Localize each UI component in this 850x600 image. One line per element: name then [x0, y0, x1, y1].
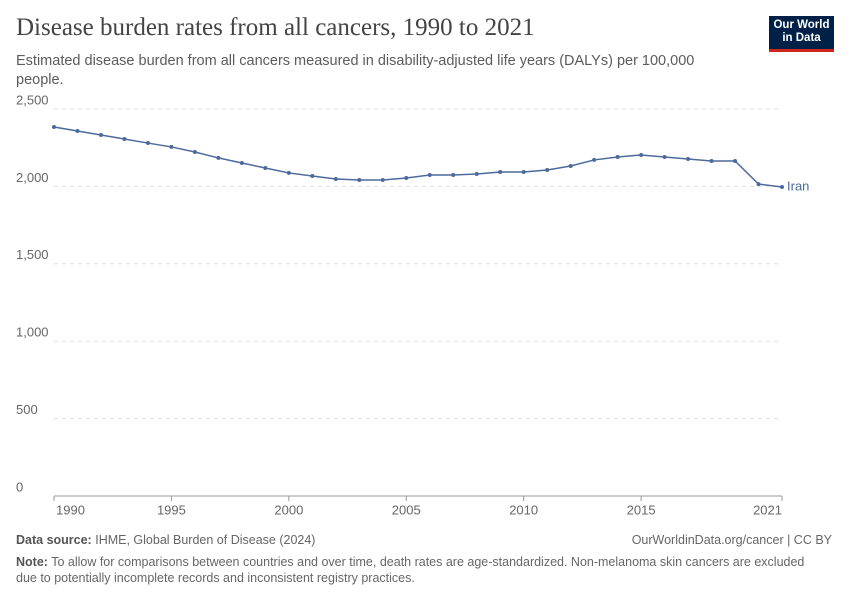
source-label: Data source: — [16, 533, 92, 547]
data-point — [615, 154, 620, 159]
source-text: IHME, Global Burden of Disease (2024) — [95, 533, 316, 547]
y-tick-label: 1,000 — [16, 325, 49, 340]
data-point — [474, 172, 479, 177]
x-tick-label: 2005 — [392, 502, 421, 517]
data-point — [521, 170, 526, 175]
x-tick-label: 2000 — [274, 502, 303, 517]
data-point — [98, 133, 103, 138]
series-label: Iran — [787, 178, 809, 193]
data-point — [404, 176, 409, 181]
data-point — [451, 172, 456, 177]
data-point — [545, 167, 550, 172]
y-tick-label: 2,500 — [16, 92, 49, 107]
note-text: To allow for comparisons between countri… — [16, 555, 805, 585]
x-tick-label: 2021 — [753, 502, 782, 517]
x-tick-label: 2010 — [509, 502, 538, 517]
data-point — [169, 144, 174, 149]
logo-text: in Data — [782, 32, 821, 44]
data-point — [75, 128, 80, 133]
x-tick-label: 2015 — [627, 502, 656, 517]
note-label: Note: — [16, 555, 48, 569]
data-point — [592, 157, 597, 162]
data-point — [568, 163, 573, 168]
data-point — [239, 161, 244, 166]
data-point — [263, 165, 268, 170]
x-tick-label: 1990 — [56, 502, 85, 517]
series-line — [53, 126, 783, 188]
y-tick-label: 500 — [16, 402, 38, 417]
logo-text: Our World — [773, 19, 830, 31]
data-point — [192, 150, 197, 155]
chart-subtitle: Estimated disease burden from all cancer… — [16, 53, 695, 88]
data-point — [333, 176, 338, 181]
source: Data source: IHME, Global Burden of Dise… — [16, 533, 315, 547]
x-tick-label: 1995 — [157, 502, 186, 517]
data-point — [122, 137, 127, 142]
data-point — [686, 157, 691, 162]
logo[interactable]: Our World in Data — [769, 16, 834, 52]
data-point — [733, 159, 738, 164]
data-point — [639, 152, 644, 157]
note: Note: To allow for comparisons between c… — [16, 554, 816, 586]
data-point — [427, 172, 432, 177]
y-tick-label: 0 — [16, 479, 23, 494]
data-point — [216, 155, 221, 160]
data-point — [145, 141, 150, 146]
data-point — [709, 159, 714, 164]
data-point — [662, 154, 667, 159]
data-point — [756, 182, 761, 187]
data-point — [780, 185, 784, 190]
url[interactable]: OurWorldinData.org/cancer | CC BY — [631, 533, 832, 547]
data-point — [498, 170, 503, 175]
data-point — [380, 178, 385, 183]
chart-title: Disease burden rates from all cancers, 1… — [16, 14, 535, 41]
data-point — [357, 178, 362, 183]
chart: 0 500 1,000 1,500 2,000 2,500 1990 1995 2000 2005… — [16, 92, 809, 517]
data-point — [286, 170, 291, 175]
data-point — [310, 174, 315, 179]
data-point — [52, 124, 56, 129]
y-tick-label: 2,000 — [16, 170, 49, 185]
y-tick-label: 1,500 — [16, 247, 49, 262]
